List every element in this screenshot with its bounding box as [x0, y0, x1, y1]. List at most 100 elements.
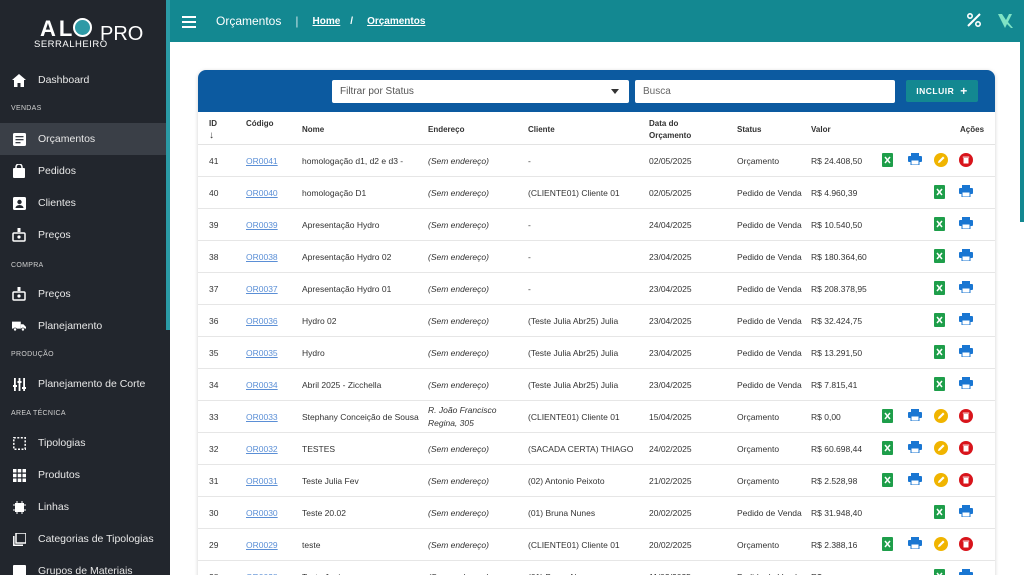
- table-row[interactable]: 38 OR0038 Apresentação Hydro 02 (Sem endere…: [198, 241, 995, 273]
- print-icon[interactable]: [908, 153, 922, 167]
- export-excel-icon[interactable]: [934, 377, 948, 391]
- brand-logo-icon[interactable]: [996, 12, 1014, 35]
- cell-codigo[interactable]: OR0032: [246, 443, 278, 454]
- percent-icon[interactable]: [966, 12, 982, 35]
- print-icon[interactable]: [908, 409, 922, 423]
- breadcrumb-current[interactable]: Orçamentos: [367, 15, 426, 27]
- menu-icon[interactable]: [182, 15, 196, 28]
- export-excel-icon[interactable]: [882, 441, 896, 455]
- print-icon[interactable]: [908, 537, 922, 551]
- export-excel-icon[interactable]: [934, 345, 948, 359]
- header-data[interactable]: Data do Orçamento: [649, 119, 692, 140]
- cell-codigo[interactable]: OR0041: [246, 155, 278, 166]
- print-icon[interactable]: [908, 441, 922, 455]
- export-excel-icon[interactable]: [934, 185, 948, 199]
- cell-id: 38: [209, 251, 219, 262]
- header-endereco[interactable]: Endereço: [428, 125, 465, 134]
- table-row[interactable]: 33 OR0033 Stephany Conceição de Sousa R. Jo…: [198, 401, 995, 433]
- header-cliente[interactable]: Cliente: [528, 125, 555, 134]
- export-excel-icon[interactable]: [934, 569, 948, 575]
- delete-icon[interactable]: [959, 473, 973, 487]
- cell-codigo[interactable]: OR0040: [246, 187, 278, 198]
- cell-codigo[interactable]: OR0034: [246, 379, 278, 390]
- table-row[interactable]: 29 OR0029 teste (Sem endereço) (CLIENTE01) C…: [198, 529, 995, 561]
- cell-codigo[interactable]: OR0039: [246, 219, 278, 230]
- export-excel-icon[interactable]: [934, 249, 948, 263]
- export-excel-icon[interactable]: [882, 409, 896, 423]
- incluir-button[interactable]: INCLUIR +: [906, 80, 978, 102]
- print-icon[interactable]: [959, 281, 973, 295]
- status-filter-select[interactable]: Filtrar por Status: [332, 80, 629, 103]
- edit-icon[interactable]: [934, 473, 948, 487]
- sidebar-item-produtos[interactable]: Produtos: [0, 459, 166, 491]
- sidebar-item-planejamento-corte[interactable]: Planejamento de Corte: [0, 368, 166, 400]
- export-excel-icon[interactable]: [934, 217, 948, 231]
- cell-codigo[interactable]: OR0038: [246, 251, 278, 262]
- table-row[interactable]: 41 OR0041 homologação d1, d2 e d3 - (Sem en…: [198, 145, 995, 177]
- cell-codigo[interactable]: OR0029: [246, 539, 278, 550]
- sidebar-scrollbar[interactable]: [166, 0, 170, 330]
- sidebar-item-clientes[interactable]: Clientes: [0, 187, 166, 219]
- search-input[interactable]: [635, 80, 895, 103]
- sidebar-item-tipologias[interactable]: Tipologias: [0, 427, 166, 459]
- delete-icon[interactable]: [959, 441, 973, 455]
- edit-icon[interactable]: [934, 409, 948, 423]
- header-valor[interactable]: Valor: [811, 125, 831, 134]
- table-row[interactable]: 28 OR0028 Teste Janine (Sem endereço) (01) B…: [198, 561, 995, 575]
- print-icon[interactable]: [959, 249, 973, 263]
- sidebar-item-precos-compra[interactable]: Preços: [0, 278, 166, 310]
- breadcrumb-home[interactable]: Home: [312, 15, 341, 27]
- delete-icon[interactable]: [959, 153, 973, 167]
- header-codigo[interactable]: Código: [246, 119, 274, 128]
- cell-codigo[interactable]: OR0031: [246, 475, 278, 486]
- header-status[interactable]: Status: [737, 125, 762, 134]
- cell-status: Pedido de Venda: [737, 187, 802, 198]
- export-excel-icon[interactable]: [934, 505, 948, 519]
- print-icon[interactable]: [959, 377, 973, 391]
- print-icon[interactable]: [959, 313, 973, 327]
- table-row[interactable]: 37 OR0037 Apresentação Hydro 01 (Sem endere…: [198, 273, 995, 305]
- print-icon[interactable]: [959, 569, 973, 575]
- edit-icon[interactable]: [934, 441, 948, 455]
- export-excel-icon[interactable]: [934, 281, 948, 295]
- print-icon[interactable]: [959, 217, 973, 231]
- export-excel-icon[interactable]: [882, 153, 896, 167]
- table-row[interactable]: 31 OR0031 Teste Julia Fev (Sem endereço) (02…: [198, 465, 995, 497]
- table-row[interactable]: 34 OR0034 Abril 2025 - Zicchella (Sem ender…: [198, 369, 995, 401]
- table-row[interactable]: 30 OR0030 Teste 20.02 (Sem endereço) (01) Br…: [198, 497, 995, 529]
- table-row[interactable]: 40 OR0040 homologação D1 (Sem endereço) (CLI…: [198, 177, 995, 209]
- print-icon[interactable]: [959, 185, 973, 199]
- print-icon[interactable]: [959, 345, 973, 359]
- sidebar-item-planejamento[interactable]: Planejamento: [0, 310, 166, 342]
- print-icon[interactable]: [959, 505, 973, 519]
- sidebar-item-pedidos[interactable]: Pedidos: [0, 155, 166, 187]
- table-row[interactable]: 36 OR0036 Hydro 02 (Sem endereço) (Teste Jul…: [198, 305, 995, 337]
- cell-codigo[interactable]: OR0037: [246, 283, 278, 294]
- cell-codigo[interactable]: OR0036: [246, 315, 278, 326]
- cell-codigo[interactable]: OR0033: [246, 411, 278, 422]
- sidebar-item-orcamentos[interactable]: Orçamentos: [0, 123, 166, 155]
- table-row[interactable]: 39 OR0039 Apresentação Hydro (Sem endereço)…: [198, 209, 995, 241]
- header-nome[interactable]: Nome: [302, 125, 325, 134]
- sidebar-item-precos-vendas[interactable]: Preços: [0, 219, 166, 251]
- cell-codigo[interactable]: OR0028: [246, 561, 296, 575]
- sidebar-item-grupos-materiais[interactable]: Grupos de Materiais: [0, 555, 166, 575]
- page-scrollbar[interactable]: [1020, 42, 1024, 222]
- sidebar-item-categorias-tipologias[interactable]: Categorias de Tipologias: [0, 523, 166, 555]
- delete-icon[interactable]: [959, 537, 973, 551]
- table-row[interactable]: 32 OR0032 TESTES (Sem endereço) (SACADA CERT…: [198, 433, 995, 465]
- edit-icon[interactable]: [934, 537, 948, 551]
- cell-codigo[interactable]: OR0030: [246, 507, 278, 518]
- cell-codigo[interactable]: OR0035: [246, 347, 278, 358]
- sidebar-item-dashboard[interactable]: Dashboard: [0, 64, 166, 96]
- edit-icon[interactable]: [934, 153, 948, 167]
- print-icon[interactable]: [908, 473, 922, 487]
- table-row[interactable]: 35 OR0035 Hydro (Sem endereço) (Teste Julia …: [198, 337, 995, 369]
- export-excel-icon[interactable]: [934, 313, 948, 327]
- delete-icon[interactable]: [959, 409, 973, 423]
- export-excel-icon[interactable]: [882, 473, 896, 487]
- sidebar-item-linhas[interactable]: Linhas: [0, 491, 166, 523]
- header-id[interactable]: ID ↓: [209, 118, 217, 142]
- export-excel-icon[interactable]: [882, 537, 896, 551]
- app-logo[interactable]: AL SERRALHEIRO PRO: [30, 14, 150, 54]
